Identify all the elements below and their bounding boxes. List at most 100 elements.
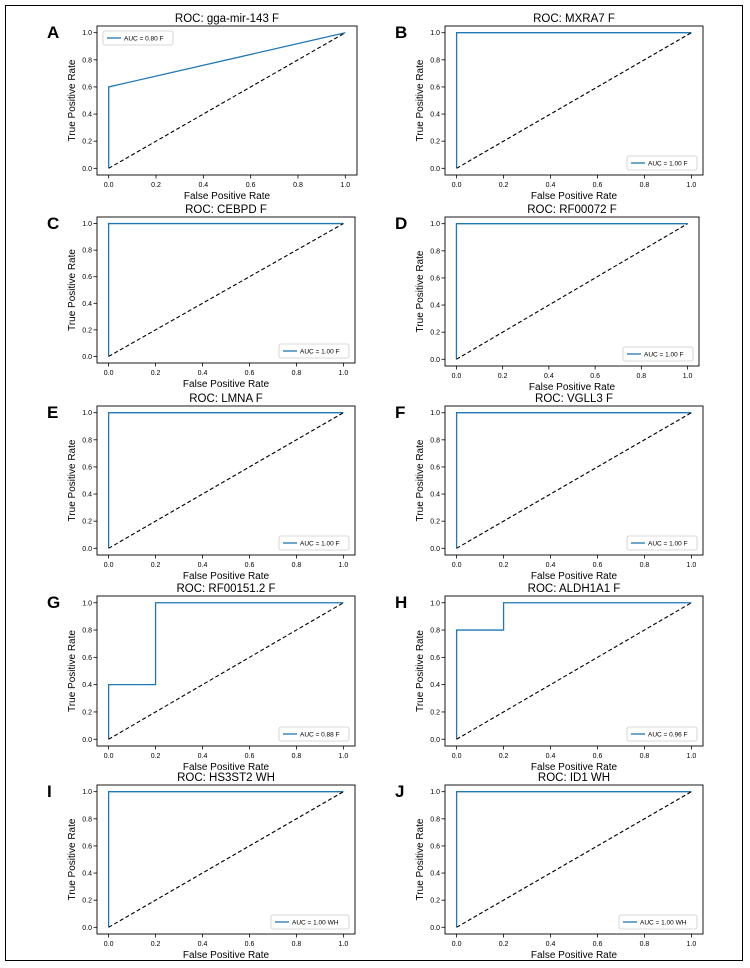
y-tick-label: 0.4 [430, 492, 440, 499]
x-tick-label: 0.0 [452, 373, 462, 380]
x-tick-label: 0.4 [198, 941, 208, 948]
y-tick-label: 0.0 [430, 357, 440, 364]
y-tick-label: 0.2 [430, 898, 440, 905]
chance-diagonal-line [108, 791, 344, 928]
x-tick-label: 0.4 [198, 753, 208, 760]
x-tick-label: 1.0 [687, 562, 697, 569]
x-tick-label: 0.0 [452, 941, 462, 948]
x-axis-label: False Positive Rate [183, 379, 270, 390]
x-tick-label: 1.0 [687, 941, 697, 948]
legend-box [102, 30, 174, 46]
legend-box [618, 914, 698, 930]
x-tick-label: 0.8 [292, 562, 302, 569]
chance-diagonal-line [456, 223, 688, 360]
roc-curve-line [455, 602, 692, 740]
y-tick-label: 0.8 [82, 437, 92, 444]
panel-letter: G [47, 593, 60, 612]
y-tick-label: 0.8 [430, 57, 440, 64]
x-tick-label: 0.4 [546, 182, 556, 189]
x-axis-label: False Positive Rate [531, 571, 618, 582]
x-tick-label: 0.4 [198, 562, 208, 569]
x-tick-label: 0.2 [151, 562, 161, 569]
chart-title: ROC: HS3ST2 WH [177, 772, 275, 784]
x-tick-label: 0.6 [593, 562, 603, 569]
y-tick-label: 1.0 [430, 600, 440, 607]
chart-title: ROC: LMNA F [189, 393, 262, 405]
chart-title: ROC: RF00151.2 F [176, 583, 275, 595]
x-tick-label: 0.2 [499, 941, 509, 948]
legend: AUC = 1.00 F [622, 346, 694, 362]
x-tick-label: 0.4 [546, 753, 556, 760]
y-tick-label: 0.8 [430, 816, 440, 823]
y-tick-label: 0.2 [430, 330, 440, 337]
plot-area [444, 25, 704, 176]
legend-label: AUC = 1.00 F [648, 541, 688, 548]
x-tick-label: 0.6 [593, 941, 603, 948]
x-axis-label: False Positive Rate [183, 571, 270, 582]
x-tick-label: 0.0 [104, 562, 114, 569]
y-tick-label: 0.6 [82, 274, 92, 281]
x-axis-label: False Positive Rate [184, 191, 271, 202]
x-tick-label: 0.6 [245, 753, 255, 760]
x-tick-label: 0.6 [245, 370, 255, 377]
x-tick-label: 1.0 [339, 941, 349, 948]
panel-letter: F [395, 403, 405, 422]
plot-area [444, 784, 704, 935]
chart-title: ROC: RF00072 F [527, 204, 616, 216]
plot-area [96, 595, 356, 747]
x-tick-label: 0.8 [640, 941, 650, 948]
y-tick-label: 1.0 [82, 221, 92, 228]
y-tick-label: 0.0 [82, 546, 92, 553]
y-axis-label: True Positive Rate [67, 630, 78, 712]
x-tick-label: 0.2 [151, 182, 161, 189]
panel-letter: A [47, 23, 59, 42]
x-axis-label: False Positive Rate [183, 950, 270, 961]
y-tick-label: 0.4 [430, 303, 440, 310]
x-tick-label: 1.0 [687, 753, 697, 760]
x-tick-label: 1.0 [683, 373, 693, 380]
y-tick-label: 0.8 [82, 628, 92, 635]
legend: AUC = 1.00 WH [270, 914, 350, 930]
figure-frame [5, 5, 743, 961]
x-tick-label: 0.8 [292, 370, 302, 377]
y-tick-label: 1.0 [430, 410, 440, 417]
x-tick-label: 0.2 [499, 182, 509, 189]
x-tick-label: 0.2 [499, 562, 509, 569]
y-tick-label: 0.4 [430, 112, 440, 119]
y-axis-label: True Positive Rate [415, 439, 426, 521]
panel-letter: D [395, 214, 407, 233]
legend-label: AUC = 0.88 F [300, 732, 340, 739]
y-axis-label: True Positive Rate [67, 59, 78, 141]
y-tick-label: 0.4 [82, 112, 92, 119]
y-axis-label: True Positive Rate [415, 59, 426, 141]
legend-box [626, 155, 698, 171]
y-tick-label: 0.2 [430, 519, 440, 526]
chance-diagonal-line [108, 223, 344, 357]
x-tick-label: 0.4 [198, 370, 208, 377]
y-tick-label: 0.0 [430, 546, 440, 553]
y-tick-label: 0.6 [430, 275, 440, 282]
y-axis-label: True Positive Rate [415, 250, 426, 332]
y-tick-label: 0.8 [82, 248, 92, 255]
y-tick-label: 1.0 [82, 600, 92, 607]
y-tick-label: 0.2 [82, 709, 92, 716]
y-tick-label: 0.4 [82, 492, 92, 499]
legend: AUC = 1.00 F [626, 155, 698, 171]
y-axis-label: True Positive Rate [415, 630, 426, 712]
y-tick-label: 0.8 [82, 57, 92, 64]
legend-box [278, 726, 350, 742]
x-tick-label: 0.0 [104, 941, 114, 948]
legend-box [626, 535, 698, 551]
legend-box [278, 343, 350, 359]
y-tick-label: 0.6 [430, 464, 440, 471]
y-tick-label: 0.4 [82, 871, 92, 878]
x-tick-label: 0.8 [640, 562, 650, 569]
legend-label: AUC = 1.00 F [644, 352, 684, 359]
y-tick-label: 1.0 [82, 410, 92, 417]
roc-panel-i: I ROC: HS3ST2 WH 0.0 0.2 0.4 0.6 0.8 1.0 0.0 0.2 0… [47, 772, 356, 961]
y-tick-label: 1.0 [430, 221, 440, 228]
legend: AUC = 1.00 F [278, 343, 350, 359]
y-tick-label: 0.6 [82, 655, 92, 662]
roc-panel-h: H ROC: ALDH1A1 F 0.0 0.2 0.4 0.6 0.8 1.0 0.0 0.2 0… [395, 583, 704, 773]
